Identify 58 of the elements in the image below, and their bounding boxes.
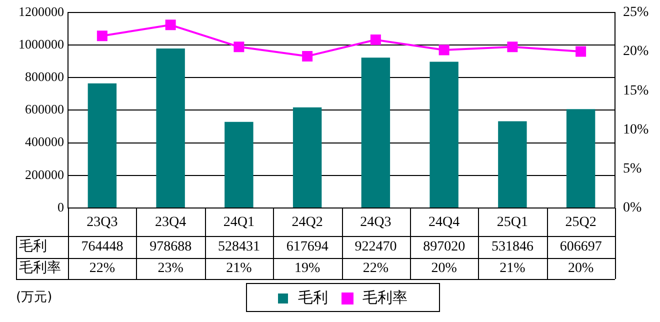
bar — [566, 109, 596, 208]
text: (万元) — [16, 289, 52, 306]
x-tick-label: 23Q3 — [86, 215, 118, 230]
bar — [292, 107, 322, 208]
data-label: 22% — [362, 260, 389, 276]
y-tick-label: 400000 — [25, 134, 64, 150]
y2-tick-label: 15% — [623, 83, 649, 98]
y-tick-label: 0 — [58, 199, 64, 214]
bar — [88, 83, 117, 208]
x-tick-label: 24Q2 — [292, 215, 323, 230]
y-tick-label: 1000000 — [18, 36, 64, 52]
legend-label: 毛利 — [298, 288, 328, 306]
y2-tick-label: 25% — [623, 5, 649, 20]
y2-tick-label: 5% — [623, 162, 642, 177]
x-tick-label: 24Q1 — [223, 215, 254, 230]
data-label: 528431 — [218, 239, 260, 254]
data-label: 978688 — [150, 239, 192, 254]
data-label: 23% — [158, 260, 184, 276]
point — [507, 42, 518, 52]
y-tick-label: 200000 — [25, 166, 64, 182]
y2-tick-label: 20% — [623, 44, 649, 60]
text: 毛利率 — [19, 260, 61, 276]
data-label: 531846 — [491, 239, 534, 254]
data-label: 20% — [568, 260, 594, 276]
data-label: 22% — [89, 260, 116, 276]
y-tick-label: 1200000 — [18, 4, 64, 19]
point — [370, 34, 381, 46]
bar — [361, 58, 390, 208]
data-label: 764448 — [81, 239, 124, 254]
bar — [224, 122, 254, 208]
y2-tick-label: 10% — [623, 122, 649, 138]
data-label: 606697 — [560, 239, 602, 254]
data-label: 19% — [294, 260, 320, 276]
data-label: 21% — [500, 260, 526, 276]
x-tick-label: 23Q4 — [155, 215, 186, 230]
y-tick-label: 800000 — [25, 69, 64, 84]
bar — [498, 121, 527, 208]
data-label: 20% — [431, 260, 458, 276]
x-tick-label: 24Q4 — [428, 215, 460, 230]
bar — [156, 48, 185, 208]
point — [96, 30, 108, 42]
point — [165, 20, 176, 30]
data-label: 922470 — [354, 239, 397, 254]
data-label: 897020 — [423, 239, 466, 254]
point — [302, 50, 313, 62]
point — [234, 42, 244, 52]
y-tick-label: 600000 — [25, 102, 64, 117]
legend-label: 毛利率 — [362, 288, 408, 306]
x-tick-label: 25Q2 — [565, 215, 596, 230]
y2-tick-label: 0% — [623, 200, 642, 216]
x-tick-label: 25Q1 — [496, 215, 528, 230]
point — [576, 46, 586, 57]
data-label: 21% — [226, 260, 252, 276]
data-label: 617694 — [286, 239, 328, 254]
point — [438, 44, 450, 56]
text: 毛利 — [19, 238, 47, 254]
x-tick-label: 24Q3 — [360, 215, 392, 230]
bar — [430, 62, 458, 208]
